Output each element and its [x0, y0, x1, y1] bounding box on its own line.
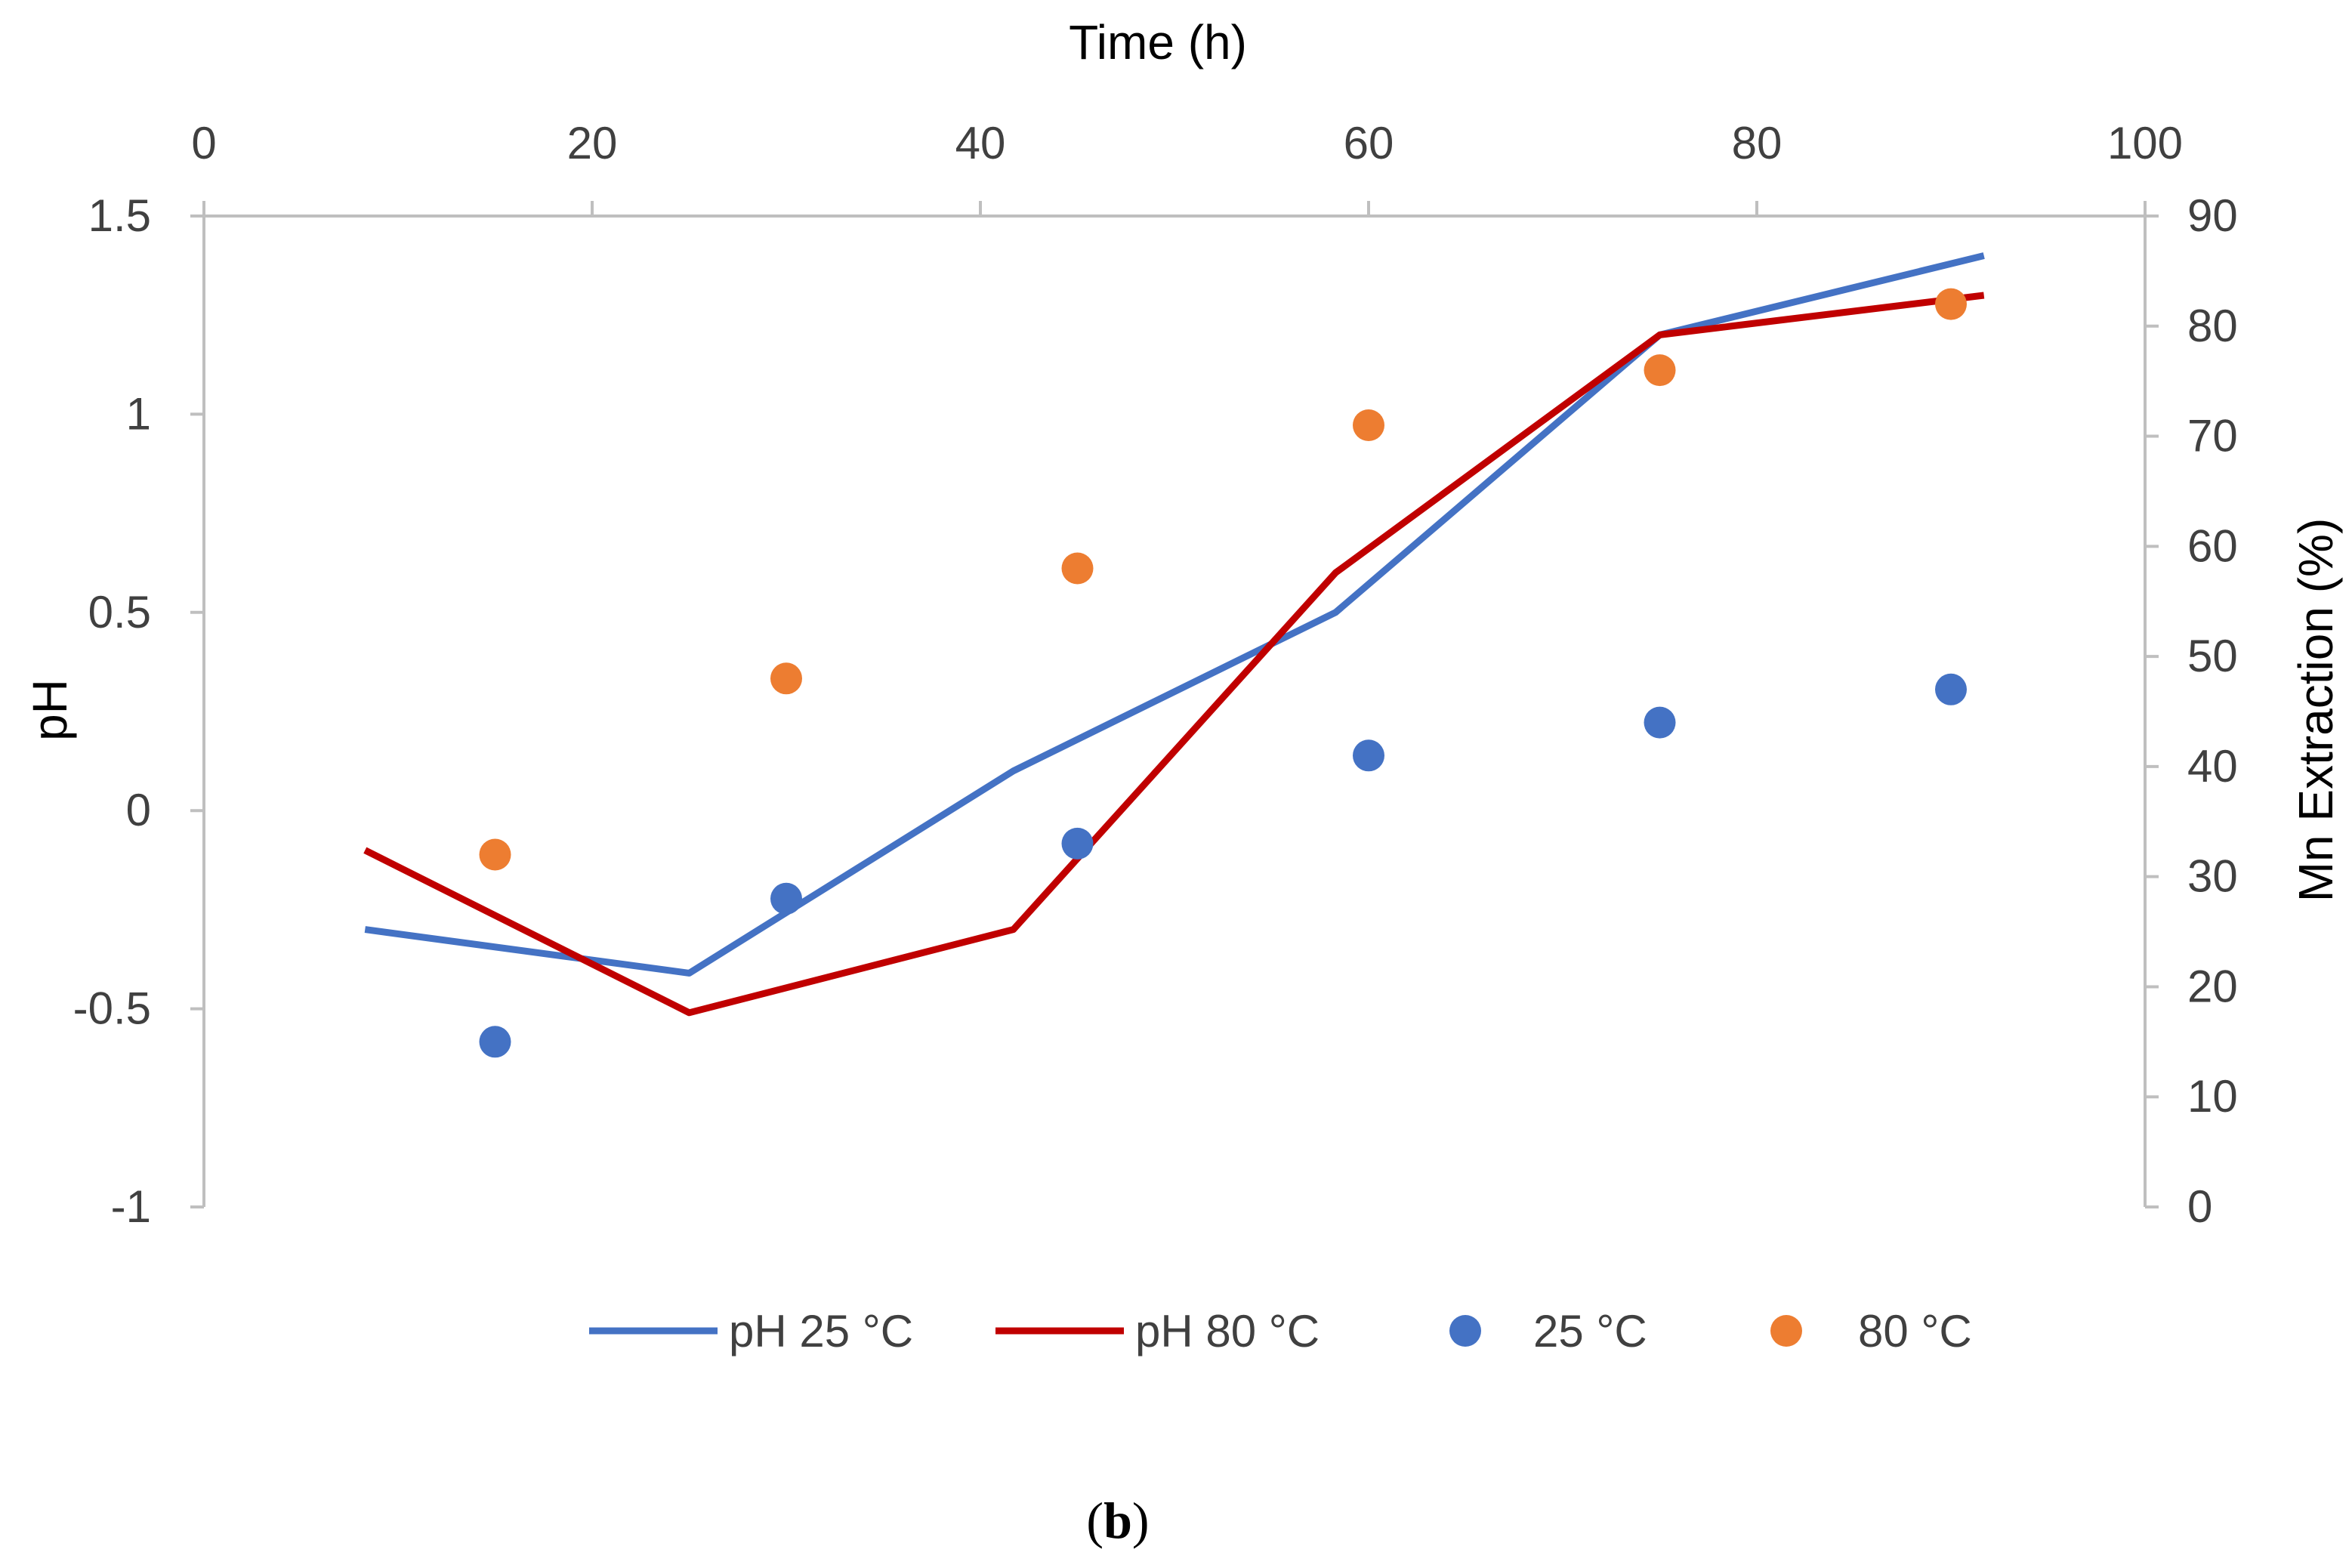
legend: pH 25 °C pH 80 °C 25 °C 80 °C — [589, 1306, 1972, 1357]
y-right-tick-label: 30 — [2187, 851, 2238, 902]
y-left-tick-label: -1 — [111, 1181, 151, 1232]
y-left-tick-label: 0.5 — [88, 587, 151, 637]
series-line-ph-80-c — [363, 292, 1985, 1017]
y-right-tick-label: 60 — [2187, 520, 2238, 571]
data-point-25-c — [1644, 706, 1676, 739]
y-left-axis-title: pH — [23, 679, 77, 741]
legend-label-25-c: 25 °C — [1533, 1306, 1647, 1357]
y-left-tick-label: -0.5 — [73, 983, 151, 1034]
series-line-ph-25-c — [364, 252, 1985, 977]
x-tick-label: 0 — [191, 118, 216, 168]
figure-caption: (b) — [1086, 1492, 1149, 1549]
y-right-tick-label: 20 — [2187, 961, 2238, 1011]
lines-layer — [363, 252, 1985, 1017]
data-point-80-c — [1644, 354, 1676, 387]
data-point-25-c — [1935, 673, 1967, 705]
data-point-25-c — [1353, 739, 1384, 772]
axes-layer — [190, 201, 2159, 1208]
data-point-25-c — [479, 1026, 511, 1058]
legend-label-ph-80-c: pH 80 °C — [1135, 1306, 1320, 1357]
y-right-tick-label: 70 — [2187, 411, 2238, 461]
legend-label-ph-25-c: pH 25 °C — [729, 1306, 913, 1357]
x-tick-label: 100 — [2107, 118, 2183, 168]
legend-label-80-c: 80 °C — [1858, 1306, 1972, 1357]
y-right-tick-label: 50 — [2187, 631, 2238, 681]
points-layer — [479, 288, 1967, 1058]
y-right-tick-label: 80 — [2187, 301, 2238, 351]
caption-open-paren: ( — [1086, 1492, 1103, 1549]
legend-swatch-25-c — [1449, 1315, 1481, 1347]
y-right-tick-label: 40 — [2187, 741, 2238, 792]
legend-swatch-80-c — [1770, 1315, 1802, 1347]
y-right-axis-title: Mn Extraction (%) — [2289, 518, 2343, 903]
x-tick-label: 80 — [1732, 118, 1783, 168]
data-point-80-c — [479, 838, 511, 871]
data-point-25-c — [1061, 827, 1094, 860]
data-point-80-c — [1061, 552, 1094, 585]
y-right-tick-label: 10 — [2187, 1071, 2238, 1122]
y-left-tick-label: 0 — [126, 785, 151, 835]
y-right-tick-label: 90 — [2187, 190, 2238, 241]
y-left-tick-label: 1 — [126, 388, 151, 439]
y-left-tick-label: 1.5 — [88, 190, 151, 241]
x-tick-label: 40 — [955, 118, 1006, 168]
data-point-25-c — [770, 882, 802, 915]
caption-letter: b — [1103, 1492, 1132, 1549]
data-point-80-c — [1353, 409, 1384, 441]
tick-labels-layer: 0 20 40 60 80 100 -1 -0.5 0 0.5 1 1.5 0 10 20 30 40 50 60 7… — [73, 118, 2238, 1232]
data-point-80-c — [1935, 288, 1967, 320]
y-right-tick-label: 0 — [2187, 1181, 2212, 1232]
data-point-80-c — [770, 662, 802, 695]
caption-close-paren: ) — [1132, 1492, 1150, 1549]
x-tick-label: 60 — [1344, 118, 1394, 168]
x-axis-title: Time (h) — [1069, 15, 1247, 69]
x-tick-label: 20 — [567, 118, 618, 168]
